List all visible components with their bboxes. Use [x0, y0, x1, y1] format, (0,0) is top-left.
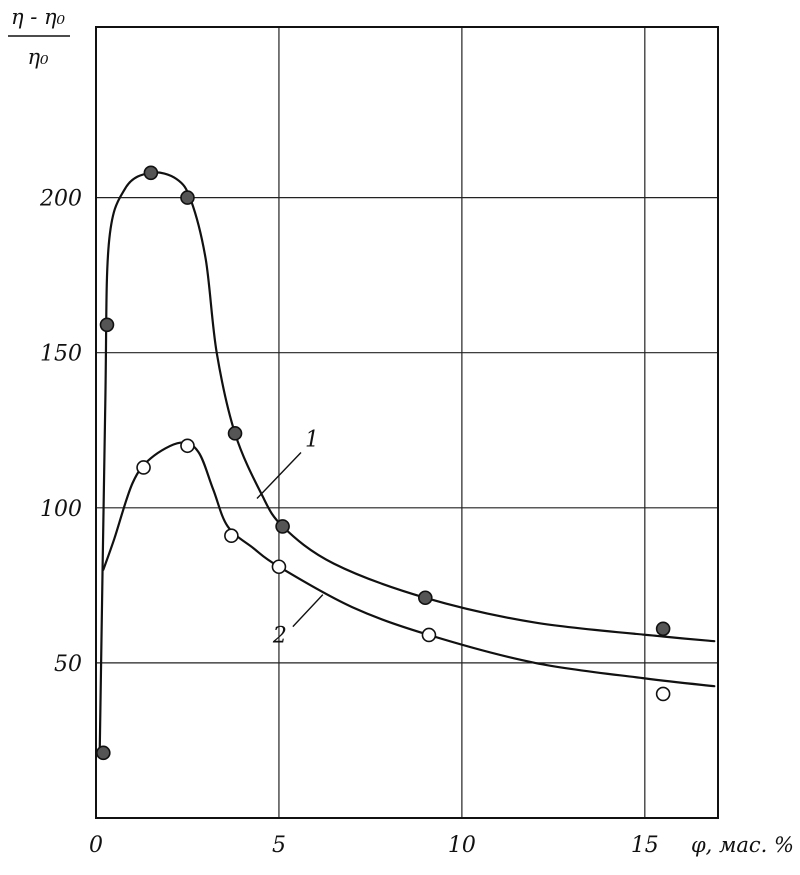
- curve-label-1: 1: [305, 427, 319, 452]
- series-2-point: [137, 461, 150, 474]
- series-1-point: [276, 520, 289, 533]
- series-2-point: [422, 628, 435, 641]
- y-tick-label: 200: [39, 187, 82, 212]
- plot-frame: [96, 27, 718, 818]
- series-1-point: [229, 427, 242, 440]
- y-axis-label-denominator: η₀: [28, 45, 50, 69]
- text-layer: 1 2 0 5 10 15 φ, мас. % 50 100 150 200 η - η₀ η₀: [8, 5, 794, 858]
- series-2-line: [103, 442, 714, 686]
- series-2-point: [181, 439, 194, 452]
- plot-border: [96, 27, 718, 818]
- series-2-point: [657, 687, 670, 700]
- x-tick-label: 5: [272, 833, 286, 858]
- x-axis-label: φ, мас. %: [691, 833, 794, 857]
- series-1-point: [419, 591, 432, 604]
- y-tick-label: 100: [40, 497, 82, 522]
- curve-label-2-leader: [293, 595, 323, 627]
- series-1-point: [100, 318, 113, 331]
- series-1-point: [657, 622, 670, 635]
- series-2-point: [225, 529, 238, 542]
- grid-layer: [96, 27, 718, 818]
- y-axis-label-numerator: η - η₀: [11, 5, 66, 29]
- x-tick-label: 10: [448, 833, 476, 858]
- series-2-point: [272, 560, 285, 573]
- curve-label-2: 2: [272, 624, 287, 649]
- series-1-line: [100, 172, 715, 753]
- series-1-point: [144, 166, 157, 179]
- curve-layer: [100, 172, 715, 753]
- x-tick-label: 0: [89, 833, 103, 858]
- series-1-point: [97, 746, 110, 759]
- y-tick-label: 50: [54, 652, 82, 677]
- x-tick-label: 15: [631, 833, 659, 858]
- y-tick-label: 150: [40, 342, 82, 367]
- series-1-point: [181, 191, 194, 204]
